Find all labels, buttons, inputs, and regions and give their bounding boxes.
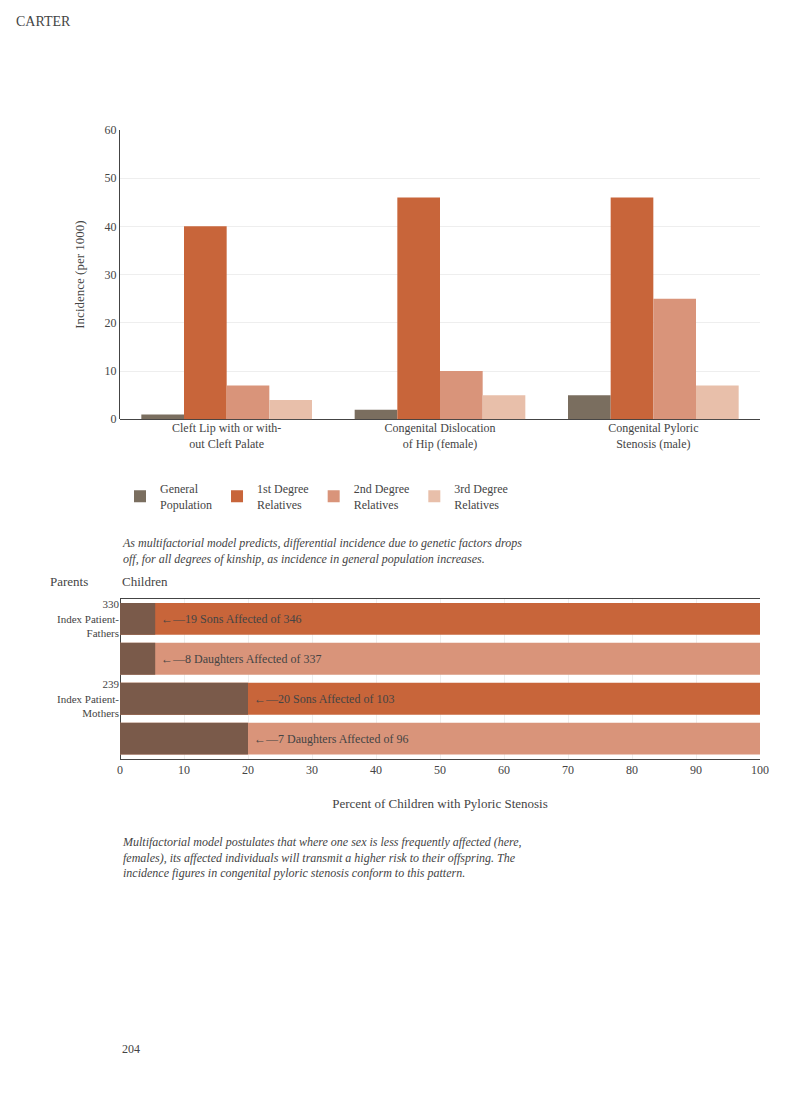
svg-text:239Index Patient-Mothers: 239Index Patient-Mothers bbox=[57, 678, 120, 719]
svg-text:90: 90 bbox=[690, 763, 702, 777]
svg-text:30: 30 bbox=[306, 763, 318, 777]
svg-text:←—19 Sons Affected of 346: ←—19 Sons Affected of 346 bbox=[161, 612, 301, 626]
svg-text:30: 30 bbox=[105, 268, 117, 282]
svg-text:204: 204 bbox=[122, 1042, 140, 1056]
svg-text:←—20 Sons Affected of 103: ←—20 Sons Affected of 103 bbox=[254, 692, 394, 706]
svg-text:100: 100 bbox=[751, 763, 769, 777]
svg-text:Congenital Dislocationof Hip (: Congenital Dislocationof Hip (female) bbox=[385, 421, 496, 451]
svg-text:Congenital PyloricStenosis (ma: Congenital PyloricStenosis (male) bbox=[608, 421, 698, 451]
svg-text:Children: Children bbox=[122, 574, 168, 589]
svg-text:Percent of Children with Pylor: Percent of Children with Pyloric Stenosi… bbox=[332, 796, 548, 811]
svg-text:50: 50 bbox=[434, 763, 446, 777]
svg-text:←—7 Daughters Affected of 96: ←—7 Daughters Affected of 96 bbox=[254, 732, 408, 746]
svg-text:70: 70 bbox=[562, 763, 574, 777]
svg-text:40: 40 bbox=[370, 763, 382, 777]
svg-text:Parents: Parents bbox=[50, 574, 88, 589]
svg-text:Cleft Lip with or with-out Cle: Cleft Lip with or with-out Cleft Palate bbox=[172, 421, 281, 451]
svg-text:1st DegreeRelatives: 1st DegreeRelatives bbox=[257, 482, 309, 512]
svg-text:0: 0 bbox=[111, 412, 117, 426]
svg-text:80: 80 bbox=[626, 763, 638, 777]
svg-text:GeneralPopulation: GeneralPopulation bbox=[160, 482, 212, 512]
svg-text:60: 60 bbox=[498, 763, 510, 777]
svg-text:2nd DegreeRelatives: 2nd DegreeRelatives bbox=[354, 482, 410, 512]
svg-text:20: 20 bbox=[105, 316, 117, 330]
svg-text:Incidence (per 1000): Incidence (per 1000) bbox=[72, 220, 87, 328]
svg-text:3rd DegreeRelatives: 3rd DegreeRelatives bbox=[454, 482, 508, 512]
svg-text:20: 20 bbox=[242, 763, 254, 777]
svg-text:As multifactorial model predic: As multifactorial model predicts, differ… bbox=[122, 536, 522, 566]
svg-text:50: 50 bbox=[105, 171, 117, 185]
svg-text:Multifactorial model postulate: Multifactorial model postulates that whe… bbox=[122, 835, 522, 880]
svg-text:10: 10 bbox=[178, 763, 190, 777]
svg-text:10: 10 bbox=[105, 364, 117, 378]
svg-text:60: 60 bbox=[105, 123, 117, 137]
svg-text:←—8 Daughters Affected of 337: ←—8 Daughters Affected of 337 bbox=[161, 652, 321, 666]
svg-text:0: 0 bbox=[117, 763, 123, 777]
svg-text:40: 40 bbox=[105, 220, 117, 234]
svg-text:330Index Patient-Fathers: 330Index Patient-Fathers bbox=[57, 598, 120, 639]
svg-text:CARTER: CARTER bbox=[16, 14, 71, 29]
